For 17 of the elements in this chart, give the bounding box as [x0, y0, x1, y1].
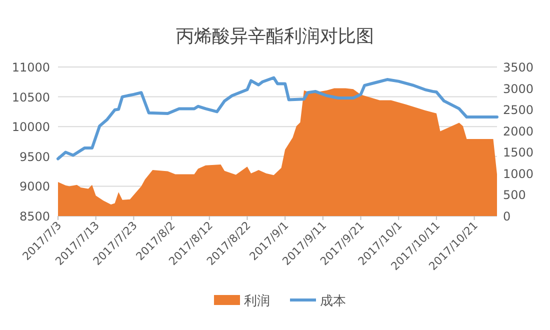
- y2-tick-label: 2500: [503, 103, 534, 118]
- y2-tick-label: 3000: [503, 82, 534, 96]
- y-tick-label: 9000: [19, 180, 50, 194]
- legend-label: 成本: [320, 294, 346, 309]
- y-tick-label: 11000: [12, 60, 50, 74]
- y-tick-label: 10000: [12, 120, 50, 134]
- y2-tick-label: 0: [503, 210, 511, 224]
- y2-tick-label: 1500: [503, 146, 534, 160]
- y2-tick-label: 1000: [503, 166, 534, 181]
- y2-tick-label: 3500: [503, 60, 534, 74]
- y-tick-label: 10500: [12, 90, 50, 104]
- legend-label: 利润: [244, 294, 270, 309]
- y2-tick-label: 2000: [503, 124, 534, 138]
- y-tick-label: 9500: [19, 150, 50, 164]
- y2-tick-label: 500: [503, 188, 526, 202]
- y-tick-label: 8500: [19, 210, 50, 224]
- chart-title: 丙烯酸异辛酯利润对比图: [176, 26, 374, 47]
